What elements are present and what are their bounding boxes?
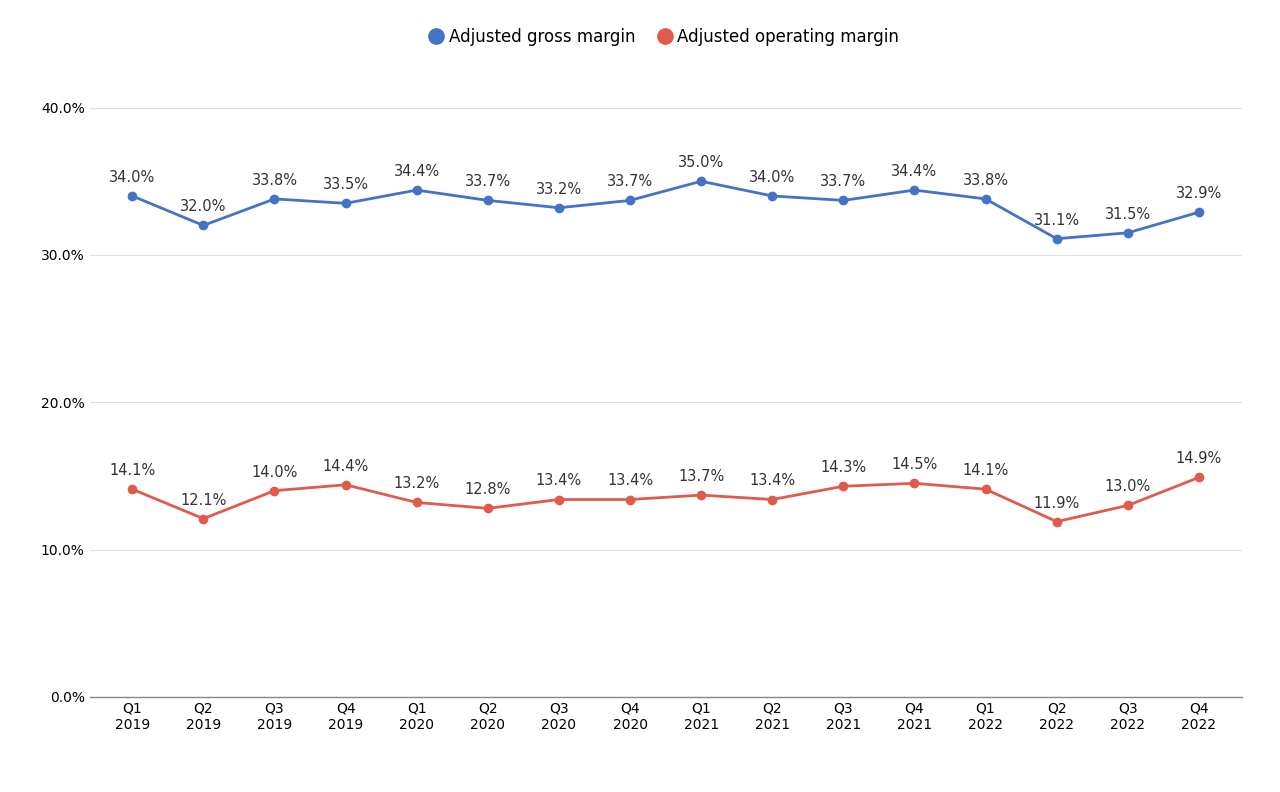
Line: Adjusted gross margin: Adjusted gross margin: [128, 177, 1203, 243]
Text: 14.0%: 14.0%: [251, 465, 298, 480]
Text: 33.8%: 33.8%: [251, 173, 297, 188]
Text: 12.1%: 12.1%: [180, 493, 227, 508]
Adjusted gross margin: [1120, 228, 1135, 238]
Text: 33.7%: 33.7%: [820, 174, 867, 189]
Adjusted gross margin: [124, 191, 140, 200]
Adjusted operating margin: [764, 495, 780, 505]
Adjusted operating margin: [410, 497, 425, 507]
Text: 34.4%: 34.4%: [394, 164, 440, 179]
Text: 31.1%: 31.1%: [1034, 212, 1080, 227]
Adjusted operating margin: [124, 485, 140, 494]
Legend: Adjusted gross margin, Adjusted operating margin: Adjusted gross margin, Adjusted operatin…: [425, 21, 906, 52]
Adjusted operating margin: [694, 490, 709, 500]
Text: 14.3%: 14.3%: [820, 460, 867, 475]
Text: 34.4%: 34.4%: [891, 164, 937, 179]
Adjusted gross margin: [480, 196, 495, 205]
Line: Adjusted operating margin: Adjusted operating margin: [128, 474, 1203, 526]
Text: 34.0%: 34.0%: [109, 169, 155, 185]
Text: 33.7%: 33.7%: [465, 174, 511, 189]
Text: 13.4%: 13.4%: [749, 474, 795, 489]
Adjusted operating margin: [978, 485, 993, 494]
Adjusted operating margin: [906, 478, 922, 488]
Text: 33.8%: 33.8%: [963, 173, 1009, 188]
Text: 13.2%: 13.2%: [393, 476, 440, 491]
Adjusted gross margin: [410, 185, 425, 195]
Adjusted gross margin: [764, 191, 780, 200]
Adjusted operating margin: [1120, 501, 1135, 510]
Text: 33.5%: 33.5%: [323, 177, 369, 192]
Text: 14.1%: 14.1%: [963, 463, 1009, 478]
Text: 34.0%: 34.0%: [749, 169, 795, 185]
Text: 14.5%: 14.5%: [891, 457, 938, 472]
Adjusted operating margin: [480, 504, 495, 513]
Adjusted gross margin: [1050, 234, 1065, 243]
Text: 11.9%: 11.9%: [1033, 496, 1080, 511]
Adjusted operating margin: [1192, 473, 1207, 482]
Text: 14.4%: 14.4%: [323, 459, 369, 474]
Text: 13.0%: 13.0%: [1105, 479, 1151, 494]
Adjusted operating margin: [622, 495, 637, 505]
Adjusted operating margin: [836, 482, 851, 491]
Adjusted operating margin: [266, 486, 282, 496]
Text: 33.2%: 33.2%: [536, 181, 582, 196]
Text: 35.0%: 35.0%: [678, 155, 724, 170]
Adjusted operating margin: [196, 514, 211, 524]
Adjusted gross margin: [694, 177, 709, 186]
Adjusted gross margin: [1192, 208, 1207, 217]
Adjusted operating margin: [338, 480, 353, 489]
Adjusted gross margin: [836, 196, 851, 205]
Text: 12.8%: 12.8%: [465, 482, 511, 497]
Text: 33.7%: 33.7%: [607, 174, 653, 189]
Text: 14.9%: 14.9%: [1176, 451, 1222, 466]
Text: 32.9%: 32.9%: [1176, 186, 1222, 201]
Text: 31.5%: 31.5%: [1105, 207, 1151, 222]
Text: 13.4%: 13.4%: [536, 474, 582, 489]
Adjusted gross margin: [552, 203, 567, 212]
Text: 13.4%: 13.4%: [607, 474, 653, 489]
Adjusted gross margin: [978, 194, 993, 204]
Adjusted gross margin: [266, 194, 282, 204]
Text: 13.7%: 13.7%: [678, 469, 724, 484]
Text: 14.1%: 14.1%: [109, 463, 155, 478]
Adjusted gross margin: [196, 221, 211, 230]
Text: 32.0%: 32.0%: [180, 200, 227, 215]
Adjusted gross margin: [622, 196, 637, 205]
Adjusted operating margin: [552, 495, 567, 505]
Adjusted operating margin: [1050, 517, 1065, 527]
Adjusted gross margin: [906, 185, 922, 195]
Adjusted gross margin: [338, 199, 353, 208]
